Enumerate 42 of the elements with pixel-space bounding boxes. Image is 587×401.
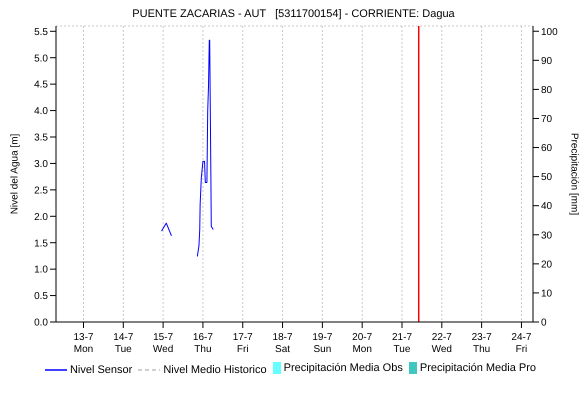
chart-title: PUENTE ZACARIAS - AUT [5311700154] - CORRIENTE: Dagua <box>131 8 456 22</box>
y-tick-label: 4.5 <box>34 80 48 91</box>
x-tick-label: 15-7 Wed <box>152 332 174 355</box>
x-tick-label: 22-7 Wed <box>432 332 452 355</box>
y-tick-label: 0.0 <box>34 318 48 329</box>
x-tick-label: 21-7 Tue <box>392 332 412 355</box>
y2-tick-label: 70 <box>541 114 553 126</box>
y2-axis-title: Precipitación [mm] <box>568 132 580 216</box>
x-tick-label: 20-7 Mon <box>352 332 373 355</box>
y2-tick-label: 100 <box>541 26 558 38</box>
y2-tick-label: 0 <box>541 318 547 329</box>
x-tick-label: 16-7 Thu <box>192 332 214 355</box>
y-tick-label: 0.5 <box>34 291 48 302</box>
x-tick-label: 23-7 Thu <box>472 332 492 355</box>
y2-tick-label: 40 <box>541 201 553 212</box>
y-tick-label: 5.0 <box>34 53 48 64</box>
y-tick-label: 1.0 <box>34 264 48 276</box>
y-tick-label: 5.5 <box>34 26 48 38</box>
y2-tick-label: 50 <box>541 172 553 184</box>
legend-label: Nivel Medio Historico <box>162 364 267 376</box>
y-tick-label: 4.0 <box>34 106 48 118</box>
y2-tick-label: 30 <box>541 230 553 242</box>
x-tick-label: 13-7 Mon <box>73 332 94 355</box>
x-tick-label: 19-7 Sun <box>312 332 333 355</box>
x-tick-label: 18-7 Sat <box>272 332 293 355</box>
legend-label: Nivel Sensor <box>68 364 132 376</box>
y-tick-label: 1.5 <box>34 238 48 250</box>
y-tick-label: 2.5 <box>34 185 48 196</box>
y-tick-label: 2.0 <box>34 212 48 223</box>
x-tick-label: 17-7 Fri <box>232 332 254 355</box>
y-tick-label: 3.5 <box>34 132 48 144</box>
y2-tick-label: 90 <box>541 56 553 67</box>
y2-tick-label: 10 <box>541 288 553 300</box>
y2-tick-label: 60 <box>541 143 553 154</box>
y-axis-title: Nivel del Agua [m] <box>10 133 21 214</box>
x-tick-label: 24-7 Fri <box>511 332 532 355</box>
x-tick-label: 14-7 Tue <box>113 332 134 355</box>
legend-label: Precipitación Media Pro <box>418 362 536 374</box>
y2-tick-label: 20 <box>541 259 553 270</box>
y-tick-label: 3.0 <box>34 158 48 170</box>
legend-label: Precipitación Media Obs <box>282 362 403 374</box>
y2-tick-label: 80 <box>541 84 553 96</box>
